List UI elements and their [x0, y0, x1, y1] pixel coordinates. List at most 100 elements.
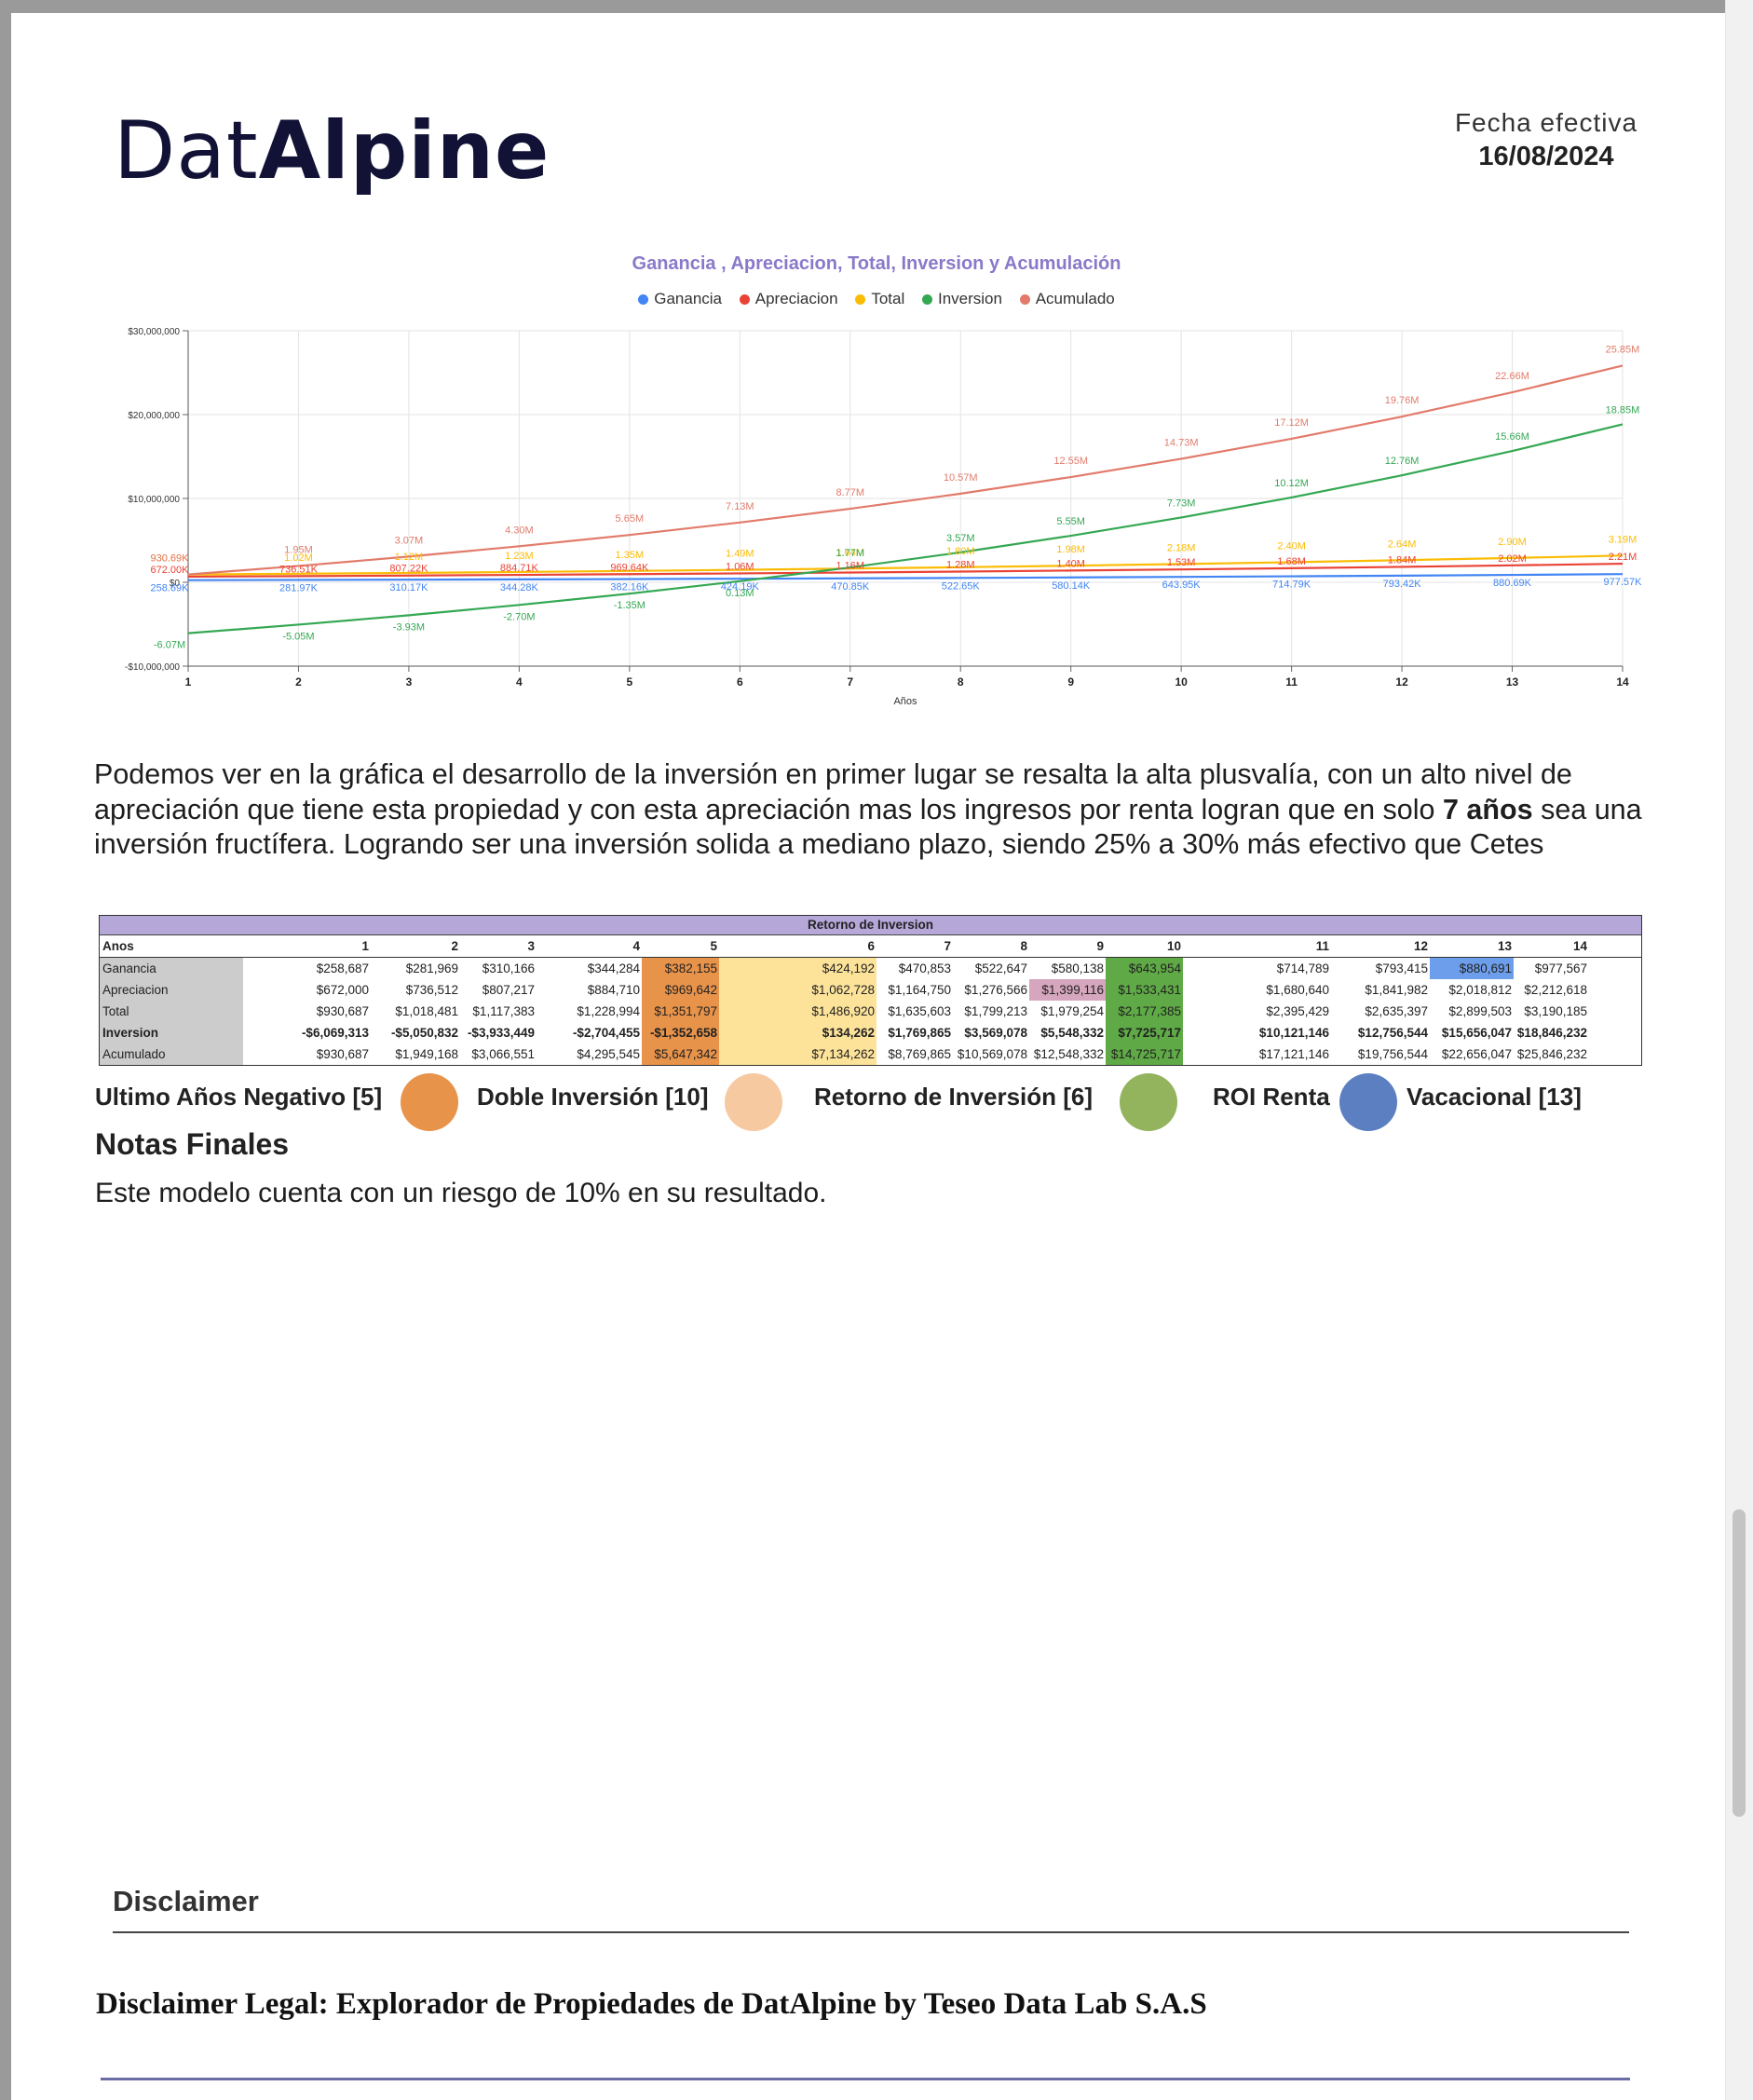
- legend-dot: [921, 294, 932, 305]
- key-label-roi-renta: ROI Renta: [1213, 1083, 1330, 1111]
- table-cell: $1,164,750: [888, 983, 951, 997]
- table-cell: $2,177,385: [1106, 1001, 1183, 1022]
- data-label: 793.42K: [1383, 579, 1422, 590]
- series-line-inversion: [187, 423, 1624, 634]
- data-label: -3.93M: [393, 621, 425, 633]
- data-label: 18.85M: [1606, 404, 1640, 416]
- table-cell: $10,121,146: [1258, 1026, 1329, 1040]
- divider: [101, 2078, 1630, 2080]
- data-label: 522.65K: [942, 580, 981, 592]
- row-label: Inversion: [100, 1022, 243, 1043]
- table-cell: $1,399,116: [1029, 979, 1106, 1001]
- table-row: Acumulado $930,687 $1,949,168 $3,066,551 $4,…: [100, 1043, 1641, 1065]
- table-cell: $1,769,865: [888, 1026, 951, 1040]
- year-header: 12: [1413, 939, 1428, 953]
- scrollbar-thumb[interactable]: [1733, 1509, 1746, 1817]
- data-label: 3.57M: [946, 533, 975, 544]
- x-tick-label: 9: [1067, 675, 1074, 689]
- data-label: 1.68M: [1277, 556, 1306, 567]
- x-tick-label: 5: [627, 675, 633, 689]
- data-label: -6.07M: [154, 640, 185, 651]
- series-line-total: [187, 554, 1624, 576]
- table-cell: $1,979,254: [1040, 1004, 1104, 1018]
- data-label: 1.28M: [946, 560, 975, 571]
- table-cell: $1,949,168: [395, 1047, 458, 1061]
- year-header: 7: [944, 939, 951, 953]
- data-label: -5.05M: [282, 631, 314, 642]
- data-label: 880.69K: [1493, 578, 1532, 589]
- data-label: 884.71K: [500, 563, 539, 574]
- data-label: 7.13M: [726, 501, 754, 512]
- data-label: 1.40M: [1056, 558, 1085, 569]
- table-cell: $134,262: [719, 1022, 876, 1043]
- data-label: 1.02M: [284, 552, 313, 564]
- data-label: 10.12M: [1274, 478, 1309, 489]
- year-header: 8: [1020, 939, 1027, 953]
- table-cell: $4,295,545: [577, 1047, 640, 1061]
- data-label: 25.85M: [1606, 344, 1640, 355]
- table-cell: $5,647,342: [642, 1043, 719, 1065]
- data-label: 2.64M: [1388, 539, 1417, 550]
- table-cell: $2,899,503: [1448, 1004, 1512, 1018]
- data-label: 580.14K: [1052, 580, 1091, 592]
- row-label: Total: [100, 1001, 243, 1022]
- table-row: Apreciacion $672,000 $736,512 $807,217 $884,…: [100, 979, 1641, 1001]
- legend-dot: [739, 294, 750, 305]
- legend-dot: [1019, 294, 1030, 305]
- x-tick-label: 8: [958, 675, 964, 689]
- data-label: 22.66M: [1495, 371, 1529, 382]
- data-label: 736.51K: [279, 564, 319, 575]
- x-tick-label: 14: [1616, 675, 1629, 689]
- table-cell: $470,853: [898, 961, 951, 975]
- roi-table: Retorno de Inversion Anos 1 2 3 4 5 6 7 8 9 10 11 12…: [99, 915, 1642, 1066]
- x-tick-label: 11: [1285, 675, 1298, 689]
- data-label: 977.57K: [1604, 577, 1643, 588]
- table-cell: $18,846,232: [1516, 1026, 1587, 1040]
- table-cell: $8,769,865: [888, 1047, 951, 1061]
- key-label-negativo: Ultimo Años Negativo [5]: [95, 1083, 383, 1111]
- year-header: 10: [1166, 939, 1181, 953]
- table-cell: $25,846,232: [1516, 1047, 1587, 1061]
- data-label: 344.28K: [500, 582, 539, 593]
- table-cell: $1,680,640: [1266, 983, 1329, 997]
- data-label: 0.13M: [726, 588, 754, 599]
- data-label: 1.06M: [726, 561, 754, 572]
- data-label: 672.00K: [151, 565, 190, 576]
- data-label: 5.65M: [616, 513, 645, 525]
- legend-item-acumulado: Acumulado: [1019, 290, 1115, 308]
- data-label: 1.84M: [1388, 554, 1417, 566]
- legend-item-total: Total: [855, 290, 904, 308]
- table-cell: $793,415: [1375, 961, 1428, 975]
- table-cell: $643,954: [1106, 958, 1183, 979]
- datalpine-logo: DatAlpine: [114, 104, 550, 198]
- data-label: 930.69K: [151, 553, 190, 565]
- data-label: 2.90M: [1498, 537, 1527, 548]
- key-circle-roi-renta: [1339, 1073, 1397, 1131]
- table-cell: $22,656,047: [1441, 1047, 1512, 1061]
- table-cell: -$2,704,455: [572, 1026, 640, 1040]
- year-header: 11: [1315, 939, 1329, 953]
- data-label: 3.19M: [1609, 534, 1637, 545]
- table-body: Anos 1 2 3 4 5 6 7 8 9 10 11 12 13 14 Ganancia $258,687 $…: [100, 935, 1641, 1065]
- table-cell: -$6,069,313: [301, 1026, 369, 1040]
- data-label: 281.97K: [279, 582, 319, 593]
- y-tick-label: $30,000,000: [128, 327, 180, 337]
- table-cell: $12,756,544: [1357, 1026, 1428, 1040]
- data-label: 714.79K: [1272, 580, 1311, 591]
- analysis-paragraph: Podemos ver en la gráfica el desarrollo …: [94, 758, 1642, 860]
- data-label: 15.66M: [1495, 431, 1529, 443]
- data-label: 382.16K: [610, 582, 649, 593]
- data-label: 424.19K: [721, 581, 760, 593]
- table-cell: -$5,050,832: [390, 1026, 458, 1040]
- fecha-label: Fecha efectiva: [1454, 108, 1638, 137]
- table-cell: $17,121,146: [1258, 1047, 1329, 1061]
- x-tick-label: 3: [406, 675, 413, 689]
- table-cell: $15,656,047: [1441, 1026, 1512, 1040]
- table-cell: $1,062,728: [719, 979, 876, 1001]
- table-cell: $3,569,078: [964, 1026, 1027, 1040]
- window-left-border: [0, 0, 11, 2100]
- data-label: 1.95M: [284, 544, 313, 555]
- color-key: Ultimo Años Negativo [5] Doble Inversión…: [0, 1073, 1753, 1131]
- table-header-row: Anos 1 2 3 4 5 6 7 8 9 10 11 12 13 14: [100, 935, 1641, 958]
- table-cell: $1,841,982: [1365, 983, 1428, 997]
